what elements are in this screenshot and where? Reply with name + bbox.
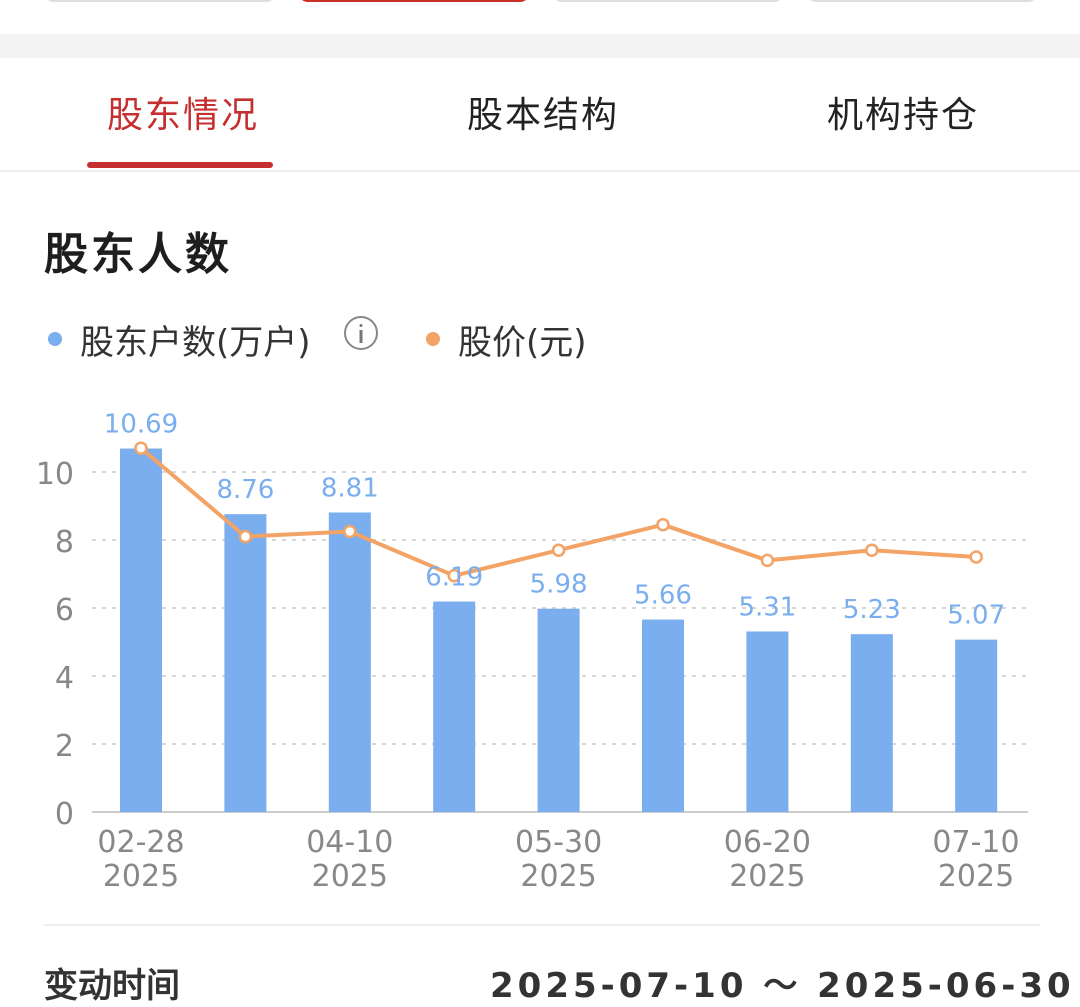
change-time-label: 变动时间 <box>44 966 180 1006</box>
x-tick-label: 06-20 <box>724 825 811 860</box>
filter-chip-2[interactable] <box>298 0 530 2</box>
x-tick-label: 2025 <box>312 859 388 894</box>
bar <box>746 631 789 812</box>
bar <box>120 448 162 812</box>
price-point <box>551 543 566 557</box>
legend-holders-label: 股东户数(万户) <box>80 322 311 363</box>
bar-value-label: 5.98 <box>530 570 588 600</box>
x-tick-label: 05-30 <box>515 825 602 860</box>
y-tick-label: 10 <box>36 457 74 492</box>
bar-value-label: 5.66 <box>634 581 692 611</box>
price-point <box>656 517 670 532</box>
y-tick-label: 0 <box>55 797 74 832</box>
tab-shareholders[interactable]: 股东情况 <box>107 95 260 136</box>
info-circle-icon[interactable] <box>344 316 378 350</box>
bar <box>224 514 267 812</box>
bar-value-label: 6.19 <box>425 563 483 593</box>
legend-price: 股价(元) <box>426 314 587 364</box>
x-tick-label: 2025 <box>520 859 596 894</box>
active-tab-indicator <box>87 162 273 168</box>
legend-price-label: 股价(元) <box>458 322 587 363</box>
bar <box>433 601 476 812</box>
section-separator <box>0 34 1080 58</box>
legend-price-dot <box>426 332 440 346</box>
bar-value-label: 8.76 <box>216 475 274 505</box>
bottom-divider <box>44 924 1040 926</box>
bar-value-label: 5.31 <box>738 592 796 622</box>
x-tick-label: 2025 <box>729 859 805 894</box>
price-point <box>865 543 879 557</box>
tab-institutional-holdings[interactable]: 机构持仓 <box>827 95 980 136</box>
legend-holders: 股东户数(万户) <box>48 314 311 364</box>
y-tick-label: 8 <box>55 525 74 560</box>
shareholder-chart: 0 2 4 6 8 10 10.69 8.76 8.81 6.19 5.98 5.66 5.31 5.23… <box>36 410 1028 894</box>
bar <box>955 639 998 812</box>
bar-value-label: 5.07 <box>947 601 1005 631</box>
bar <box>850 634 893 812</box>
filter-chip-3[interactable] <box>552 0 784 2</box>
price-point <box>238 529 253 544</box>
price-point <box>447 568 461 583</box>
top-filter-strip <box>0 0 1080 34</box>
bar-value-label: 5.23 <box>843 595 901 625</box>
price-point <box>760 553 775 568</box>
price-point <box>134 441 148 455</box>
y-tick-label: 4 <box>55 661 74 696</box>
bar <box>537 608 580 812</box>
x-tick-label: 04-10 <box>306 825 393 860</box>
section-title: 股东人数 <box>44 229 232 280</box>
tab-share-structure[interactable]: 股本结构 <box>467 95 620 136</box>
y-tick-label: 6 <box>55 593 74 628</box>
x-tick-label: 02-28 <box>97 825 184 860</box>
legend-holders-dot <box>48 332 62 346</box>
bar-value-label: 8.81 <box>321 473 379 503</box>
price-point <box>343 524 357 539</box>
bar <box>642 619 684 812</box>
change-time-value: 2025-07-10 ～ 2025-06-30 <box>490 966 1075 1006</box>
y-tick-label: 2 <box>55 729 74 764</box>
filter-chip-4[interactable] <box>806 0 1038 2</box>
x-tick-label: 2025 <box>103 859 179 894</box>
filter-chip-1[interactable] <box>44 0 276 2</box>
price-point <box>969 550 983 564</box>
bar-value-label: 10.69 <box>104 410 178 440</box>
x-tick-label: 2025 <box>938 859 1014 894</box>
x-tick-label: 07-10 <box>932 825 1019 860</box>
bar <box>328 512 371 812</box>
tab-bar: 股东情况 股本结构 机构持仓 <box>0 58 1080 172</box>
